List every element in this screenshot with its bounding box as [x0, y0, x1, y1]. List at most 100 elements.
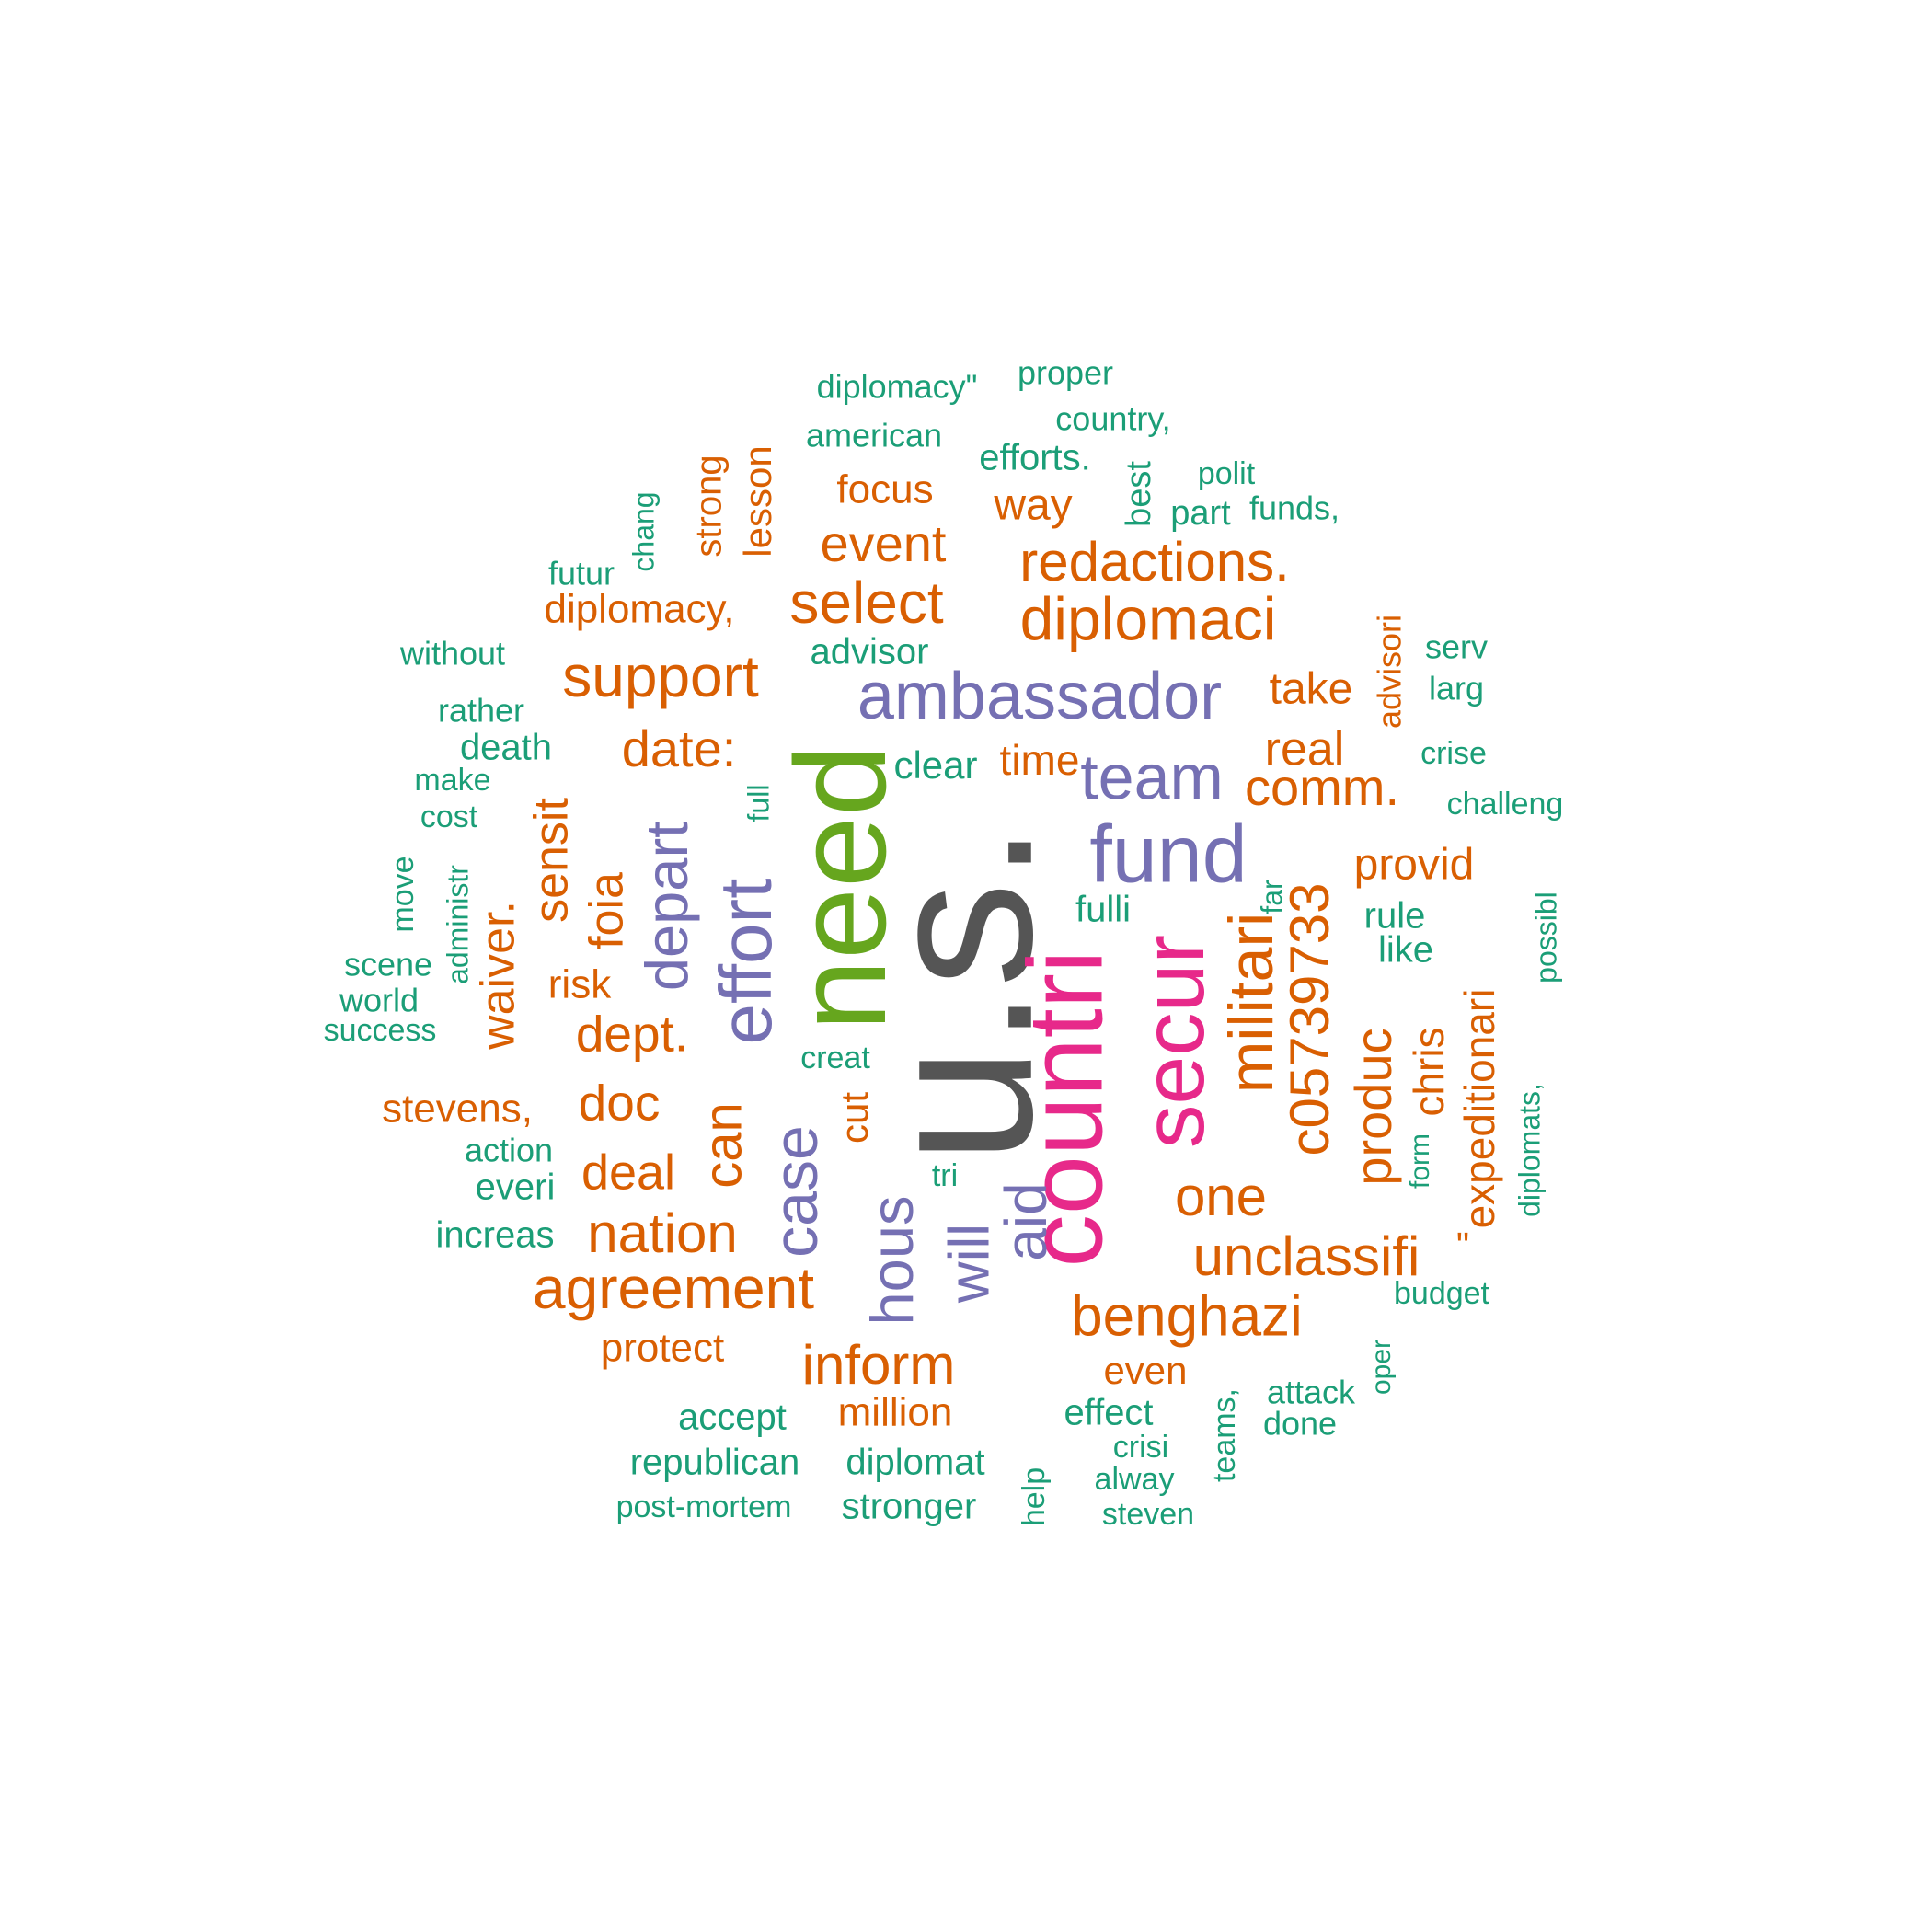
word-diplomacy: diplomacy"	[817, 368, 978, 406]
word-unclassifi: unclassifi	[1193, 1225, 1420, 1287]
word-budget: budget	[1394, 1276, 1490, 1311]
word-ambassador: ambassador	[857, 660, 1222, 733]
word-country: country,	[1055, 400, 1170, 438]
word-increas: increas	[436, 1215, 555, 1256]
word-foia: foia	[581, 872, 634, 949]
word-form: form	[1405, 1133, 1435, 1189]
word-benghazi: benghazi	[1071, 1284, 1303, 1348]
word-effect: effect	[1064, 1393, 1153, 1433]
word-republican: republican	[630, 1443, 800, 1483]
word-alway: alway	[1095, 1462, 1175, 1497]
word-stevens: stevens,	[382, 1087, 533, 1132]
word-best: best	[1120, 461, 1158, 527]
word-aid: aid	[993, 1182, 1059, 1260]
word-deal: deal	[581, 1144, 675, 1200]
word-stronger: stronger	[842, 1487, 977, 1527]
word-event: event	[821, 514, 947, 572]
word-futur: futur	[548, 555, 615, 592]
word-american: american	[806, 417, 942, 454]
word-teams: teams,	[1207, 1388, 1242, 1482]
word-depart: depart	[633, 822, 700, 991]
word-challeng: challeng	[1447, 787, 1564, 822]
word-support: support	[562, 643, 759, 709]
word-world: world	[339, 982, 419, 1019]
word-waiver: waiver.	[472, 901, 525, 1051]
word-everi: everi	[476, 1167, 556, 1208]
word-fulli: fulli	[1075, 890, 1131, 930]
word-hous: hous	[858, 1196, 926, 1326]
word-full: full	[742, 785, 775, 822]
word-success: success	[324, 1013, 437, 1048]
word-tri: tri	[932, 1158, 958, 1193]
word-can: can	[693, 1102, 753, 1189]
word-post-mortem: post-mortem	[616, 1489, 792, 1524]
word-serv: serv	[1425, 628, 1488, 666]
word-take: take	[1270, 665, 1353, 714]
word-rather: rather	[438, 692, 524, 730]
word-protect: protect	[601, 1326, 725, 1371]
word-quote: "	[1456, 1226, 1469, 1267]
word-even: even	[1103, 1349, 1187, 1392]
word-action: action	[465, 1132, 553, 1169]
word-creat: creat	[800, 1041, 870, 1075]
word-polit: polit	[1198, 456, 1256, 491]
word-done: done	[1263, 1405, 1337, 1443]
word-million: million	[838, 1390, 953, 1435]
word-militari: militari	[1216, 913, 1286, 1093]
word-without: without	[399, 635, 505, 673]
word-administr: administr	[441, 865, 474, 984]
word-like: like	[1378, 930, 1433, 971]
word-c05739733: c05739733	[1279, 883, 1340, 1156]
word-nation: nation	[587, 1202, 737, 1264]
word-redactions: redactions.	[1019, 531, 1290, 592]
word-secur: secur	[1125, 935, 1223, 1148]
word-dept: dept.	[576, 1006, 688, 1063]
word-attack: attack	[1267, 1374, 1356, 1411]
word-crisi: crisi	[1113, 1430, 1168, 1465]
word-efforts: efforts.	[979, 438, 1091, 478]
word-clear: clear	[893, 743, 977, 787]
word-death: death	[460, 728, 552, 768]
word-cost: cost	[420, 799, 478, 834]
word-proper: proper	[1018, 354, 1113, 392]
word-sensit: sensit	[525, 798, 579, 923]
word-fund: fund	[1089, 808, 1247, 899]
word-way: way	[993, 481, 1072, 530]
word-diplomacy: diplomacy,	[544, 587, 734, 632]
word-date: date:	[622, 719, 737, 777]
word-lesson: lesson	[736, 445, 779, 557]
word-select: select	[789, 569, 943, 636]
word-will: will	[937, 1224, 1001, 1304]
word-one: one	[1175, 1166, 1267, 1227]
word-case: case	[761, 1125, 831, 1258]
word-diplomats: diplomats,	[1512, 1083, 1546, 1217]
word-provid: provid	[1354, 841, 1475, 890]
word-chang: chang	[627, 491, 660, 571]
word-doc: doc	[579, 1075, 661, 1132]
word-move: move	[385, 856, 420, 932]
word-advisori: advisori	[1371, 615, 1409, 729]
word-part: part	[1170, 494, 1231, 533]
word-possibl: possibl	[1529, 891, 1562, 983]
word-team: team	[1080, 741, 1224, 812]
word-risk: risk	[548, 962, 612, 1007]
word-make: make	[414, 763, 490, 798]
word-u-s: u.s.	[840, 823, 1076, 1165]
word-expeditionari: expeditionari	[1455, 989, 1503, 1229]
word-help: help	[1017, 1467, 1052, 1526]
word-far: far	[1255, 880, 1288, 914]
word-funds: funds,	[1249, 489, 1340, 527]
word-effort: effort	[705, 879, 787, 1045]
word-rule: rule	[1364, 896, 1426, 937]
word-focus: focus	[836, 467, 933, 512]
word-oper: oper	[1366, 1340, 1397, 1395]
word-diplomaci: diplomaci	[1020, 584, 1277, 652]
word-inform: inform	[802, 1334, 956, 1396]
word-countri: countri	[1006, 949, 1124, 1267]
word-time: time	[1000, 736, 1080, 784]
word-comm: comm.	[1245, 758, 1399, 816]
word-cut: cut	[833, 1092, 876, 1144]
word-steven: steven	[1102, 1497, 1194, 1532]
word-diplomat: diplomat	[845, 1443, 984, 1483]
